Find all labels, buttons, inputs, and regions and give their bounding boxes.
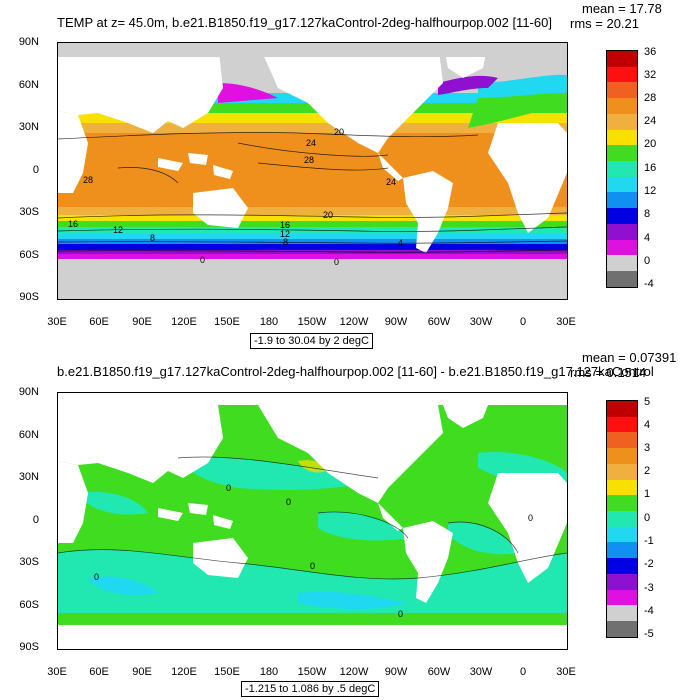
panel2-ylabel: 30S [19, 556, 39, 568]
contour-label: 16 [68, 219, 78, 229]
panel2-xlabel: 120E [171, 666, 197, 678]
panel1-map-svg: 20 24 28 28 24 20 16 12 8 4 0 0 16 12 8 [58, 43, 567, 299]
panel1-xlabel: 90W [384, 316, 408, 328]
panel2-colorbar-label: -2 [644, 558, 654, 570]
panel1-ylabel: 30S [19, 206, 39, 218]
panel1-xlabel: 60E [89, 316, 109, 328]
contour-label: 0 [334, 257, 339, 267]
panel2-colorbar-label: 4 [644, 419, 651, 431]
contour-label: 0 [528, 513, 533, 523]
panel2-colorbar-label: 0 [644, 512, 651, 524]
panel2-ylabel: 60S [19, 599, 39, 611]
panel2-title: b.e21.B1850.f19_g17.127kaControl-2deg-ha… [57, 364, 654, 379]
panel1-colorbar-label: 32 [644, 69, 657, 81]
panel1-colorbar-label: -4 [644, 278, 654, 290]
panel1-ylabel: 60S [19, 249, 39, 261]
contour-label: 0 [200, 255, 205, 265]
panel1-colorbar-label: 12 [644, 185, 657, 197]
panel2-map: 0 0 0 0 0 0 [57, 392, 568, 650]
panel1-colorbar-label: 20 [644, 138, 657, 150]
contour-label: 8 [150, 233, 155, 243]
panel1-mean: mean = 17.78 [582, 1, 662, 16]
panel2-xlabel: 90W [384, 666, 408, 678]
panel2-contour-info: -1.215 to 1.086 by .5 degC [241, 681, 380, 697]
panel2-ylabel: 90S [19, 641, 39, 653]
contour-label: 4 [398, 238, 403, 248]
panel2-colorbar-label: 5 [644, 396, 651, 408]
contour-label: 12 [280, 229, 290, 239]
contour-label: 0 [94, 572, 99, 582]
panel2-xlabel: 60E [89, 666, 109, 678]
panel2-colorbar-label: 3 [644, 442, 651, 454]
panel2-ylabel: 90N [18, 386, 39, 398]
panel2-mean: mean = 0.07391 [582, 350, 677, 365]
panel2-colorbar-label: -5 [644, 628, 654, 640]
contour-label: 0 [286, 497, 291, 507]
panel2-xlabel: 30E [556, 666, 576, 678]
panel1-ylabel: 30N [18, 121, 39, 133]
panel2-colorbar [606, 400, 638, 638]
panel1-colorbar-label: 28 [644, 92, 657, 104]
panel1-xlabel: 30W [469, 316, 493, 328]
panel1-xlabel: 60W [427, 316, 451, 328]
panel2-xlabel: 30E [47, 666, 67, 678]
panel1-colorbar-label: 0 [644, 255, 651, 267]
panel1-xlabel: 150W [297, 316, 327, 328]
panel1-xlabel: 120W [339, 316, 369, 328]
panel2-xlabel: 30W [469, 666, 493, 678]
panel2-ylabel: 0 [32, 514, 39, 526]
contour-label: 20 [334, 127, 344, 137]
panel1-ylabel: 90N [18, 36, 39, 48]
panel1-xlabel: 30E [47, 316, 67, 328]
panel2-ylabel: 30N [18, 471, 39, 483]
panel1-xlabel: 30E [556, 316, 576, 328]
contour-label: 20 [323, 210, 333, 220]
panel2-xlabel: 60W [427, 666, 451, 678]
panel2-colorbar-label: -3 [644, 582, 654, 594]
contour-label: 28 [83, 175, 93, 185]
panel1-xlabel: 150E [214, 316, 240, 328]
panel1-ylabel: 0 [32, 164, 39, 176]
panel1-ylabel: 60N [18, 79, 39, 91]
panel2-xlabel: 180 [259, 666, 279, 678]
panel1-colorbar-label: 36 [644, 46, 657, 58]
panel2-xlabel: 150W [297, 666, 327, 678]
panel2-colorbar-label: -4 [644, 605, 654, 617]
panel1-title: TEMP at z= 45.0m, b.e21.B1850.f19_g17.12… [57, 15, 552, 30]
panel1-rms: rms = 20.21 [570, 16, 640, 31]
panel1-ylabel: 90S [19, 291, 39, 303]
panel1-colorbar-label: 16 [644, 162, 657, 174]
panel1-xlabel: 180 [259, 316, 279, 328]
panel2-ylabel: 60N [18, 429, 39, 441]
panel2-xlabel: 120W [339, 666, 369, 678]
panel2-map-svg: 0 0 0 0 0 0 [58, 393, 567, 649]
panel2-xlabel: 150E [214, 666, 240, 678]
contour-label: 12 [113, 225, 123, 235]
panel2-rms: rms = 0.1514 [570, 365, 647, 380]
panel2-colorbar-label: -1 [644, 535, 654, 547]
contour-label: 0 [310, 561, 315, 571]
panel1-colorbar-label: 24 [644, 115, 657, 127]
panel2-colorbar-label: 2 [644, 465, 651, 477]
panel2-colorbar-label: 1 [644, 488, 651, 500]
panel1-colorbar-label: 4 [644, 232, 651, 244]
panel2-xlabel: 90E [132, 666, 152, 678]
panel2-xlabel: 0 [519, 666, 527, 678]
panel1-colorbar [606, 50, 638, 288]
contour-label: 0 [398, 609, 403, 619]
panel1-contour-info: -1.9 to 30.04 by 2 degC [250, 333, 373, 349]
contour-label: 28 [304, 155, 314, 165]
panel1-xlabel: 120E [171, 316, 197, 328]
panel1-xlabel: 0 [519, 316, 527, 328]
contour-label: 8 [283, 237, 288, 247]
panel1-xlabel: 90E [132, 316, 152, 328]
panel1-colorbar-label: 8 [644, 208, 651, 220]
panel1-map: 20 24 28 28 24 20 16 12 8 4 0 0 16 12 8 [57, 42, 568, 300]
contour-label: 24 [306, 138, 316, 148]
contour-label: 24 [386, 177, 396, 187]
contour-label: 16 [280, 220, 290, 230]
contour-label: 0 [226, 483, 231, 493]
